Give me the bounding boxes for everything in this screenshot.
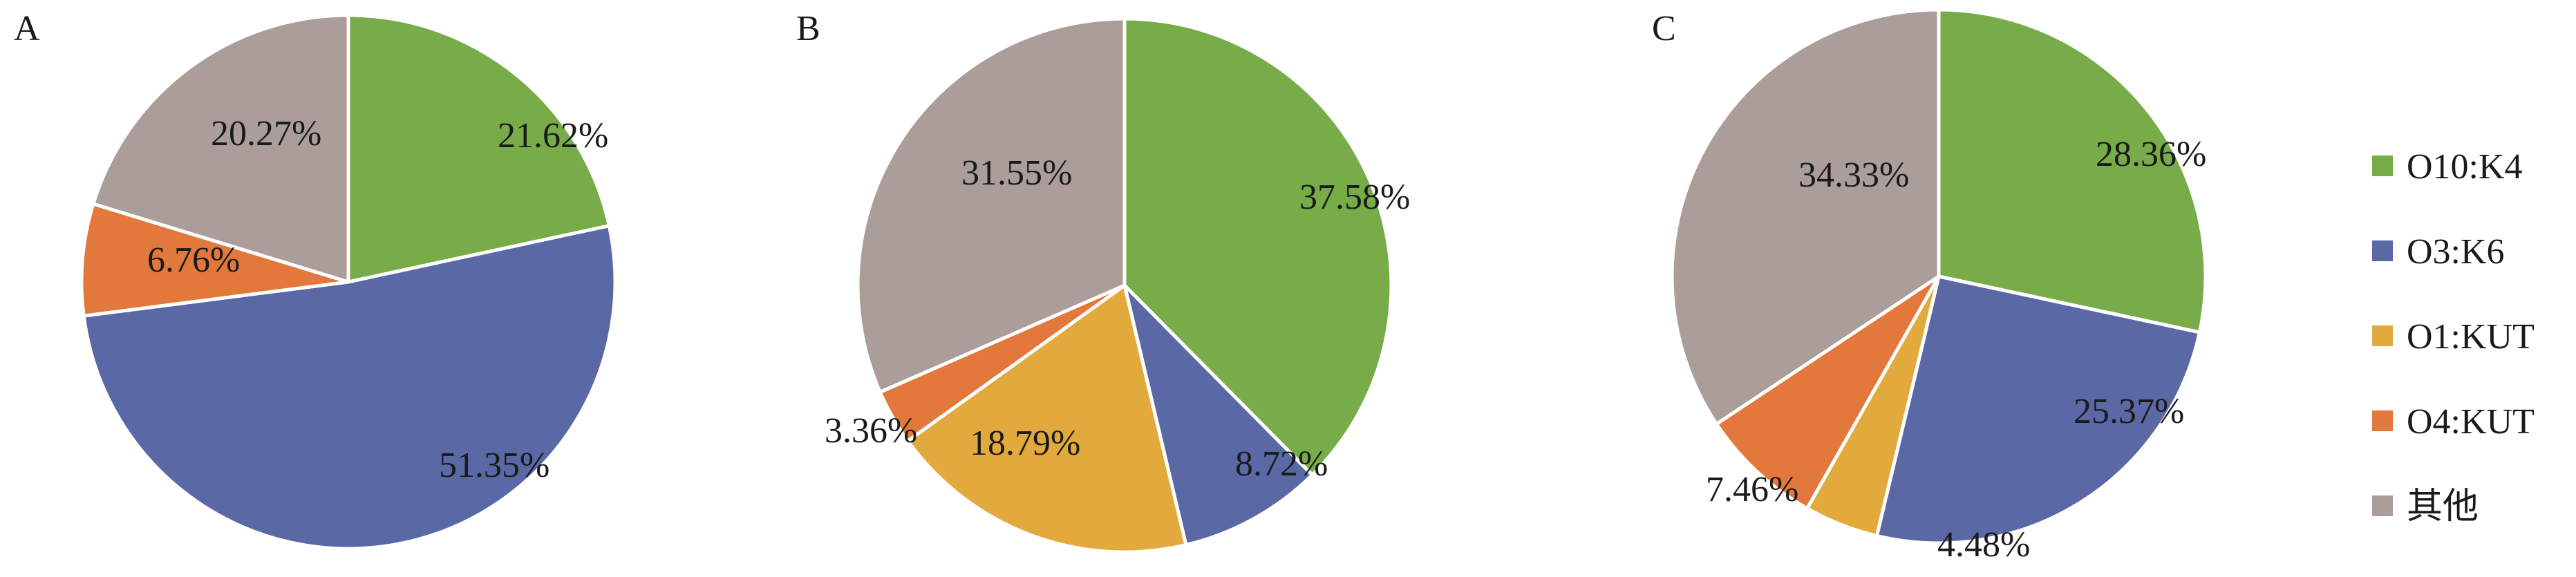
pie-panel-a: A 21.62% 51.35% 6.76% 20.27% [14,9,617,551]
legend: O10:K4 O3:K6 O1:KUT O4:KUT 其他 [2372,147,2535,527]
data-label: 7.46% [1706,470,1798,509]
legend-swatch [2372,240,2393,261]
legend-label: O1:KUT [2407,317,2535,357]
legend-label: O4:KUT [2407,402,2535,442]
pie-panel-b: B 37.58% 8.72% 18.79% 3.36% 31.55% [796,9,1410,554]
data-label: 25.37% [2074,392,2184,431]
data-label: 3.36% [825,411,917,451]
panel-label: A [14,9,40,48]
data-label: 34.33% [1798,155,1909,195]
legend-label: 其他 [2407,487,2479,527]
data-label: 4.48% [1937,525,2030,565]
data-label: 31.55% [961,153,1072,193]
pie-slice [79,202,350,318]
pie-slice [91,13,350,284]
data-label: 28.36% [2096,135,2206,174]
legend-swatch [2372,155,2393,176]
legend-swatch [2372,325,2393,346]
legend-label: O3:K6 [2407,232,2505,272]
pie-panel-c: C 28.36% 25.37% 4.48% 7.46% 34.33% [1652,8,2208,565]
legend-item: O3:K6 [2372,232,2505,272]
pie-slice [1670,8,1941,426]
data-label: 20.27% [211,114,321,153]
legend-swatch [2372,410,2393,431]
data-label: 51.35% [439,446,549,485]
legend-item: O10:K4 [2372,147,2523,187]
data-label: 8.72% [1235,444,1328,484]
pie-slice [1122,17,1393,477]
pie-slice [1714,274,1941,511]
data-label: 18.79% [970,424,1080,463]
data-label: 37.58% [1299,178,1410,217]
pie-panels: A 21.62% 51.35% 6.76% 20.27% B 37.58% 8.72% 18.7… [14,8,2208,565]
legend-swatch [2372,495,2393,516]
legend-item: O1:KUT [2372,317,2535,357]
data-label: 6.76% [147,240,240,280]
legend-label: O10:K4 [2407,147,2523,187]
legend-item: O4:KUT [2372,402,2535,442]
pie-slice [1874,274,2201,545]
pie-slice [856,17,1127,394]
panel-label: B [796,9,820,48]
pie-slice [82,224,617,551]
pie-slice [905,283,1188,554]
pie-slice [346,13,611,284]
pie-slice [1937,8,2208,334]
panel-label: C [1652,9,1676,48]
data-label: 21.62% [498,116,608,155]
legend-item: 其他 [2372,487,2479,527]
